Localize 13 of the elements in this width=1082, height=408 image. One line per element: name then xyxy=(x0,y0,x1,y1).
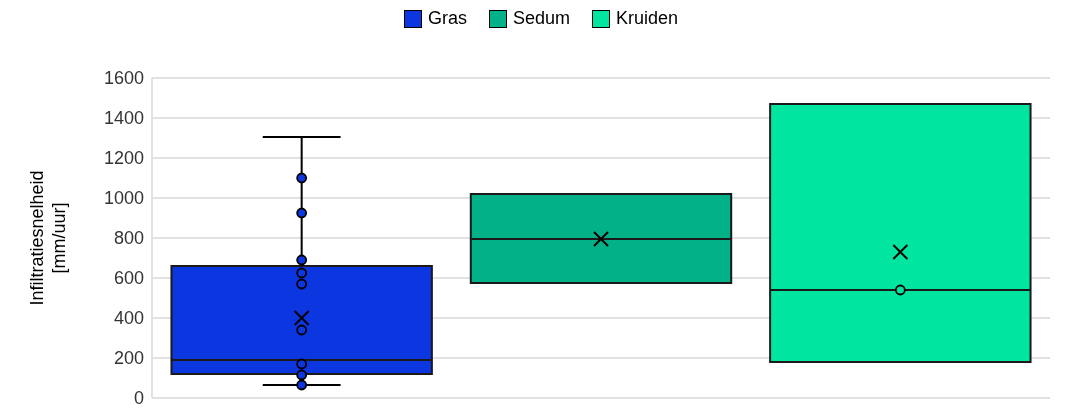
y-tick-label: 1200 xyxy=(103,148,144,169)
y-tick-label: 200 xyxy=(113,348,144,369)
y-tick-label: 400 xyxy=(113,308,144,329)
legend-label: Kruiden xyxy=(616,8,679,29)
y-tick-label: 800 xyxy=(113,228,144,249)
y-tick-label: 0 xyxy=(133,388,144,408)
legend-label: Sedum xyxy=(512,8,570,29)
y-tick-label: 1400 xyxy=(103,108,144,129)
y-tick-label: 1000 xyxy=(103,188,144,209)
y-axis-title: Infiltratiesnelheid [mm/uur] xyxy=(27,170,69,306)
y-tick-label: 600 xyxy=(113,268,144,289)
y-tick-label: 1600 xyxy=(103,68,144,89)
legend-label: Gras xyxy=(427,8,467,29)
